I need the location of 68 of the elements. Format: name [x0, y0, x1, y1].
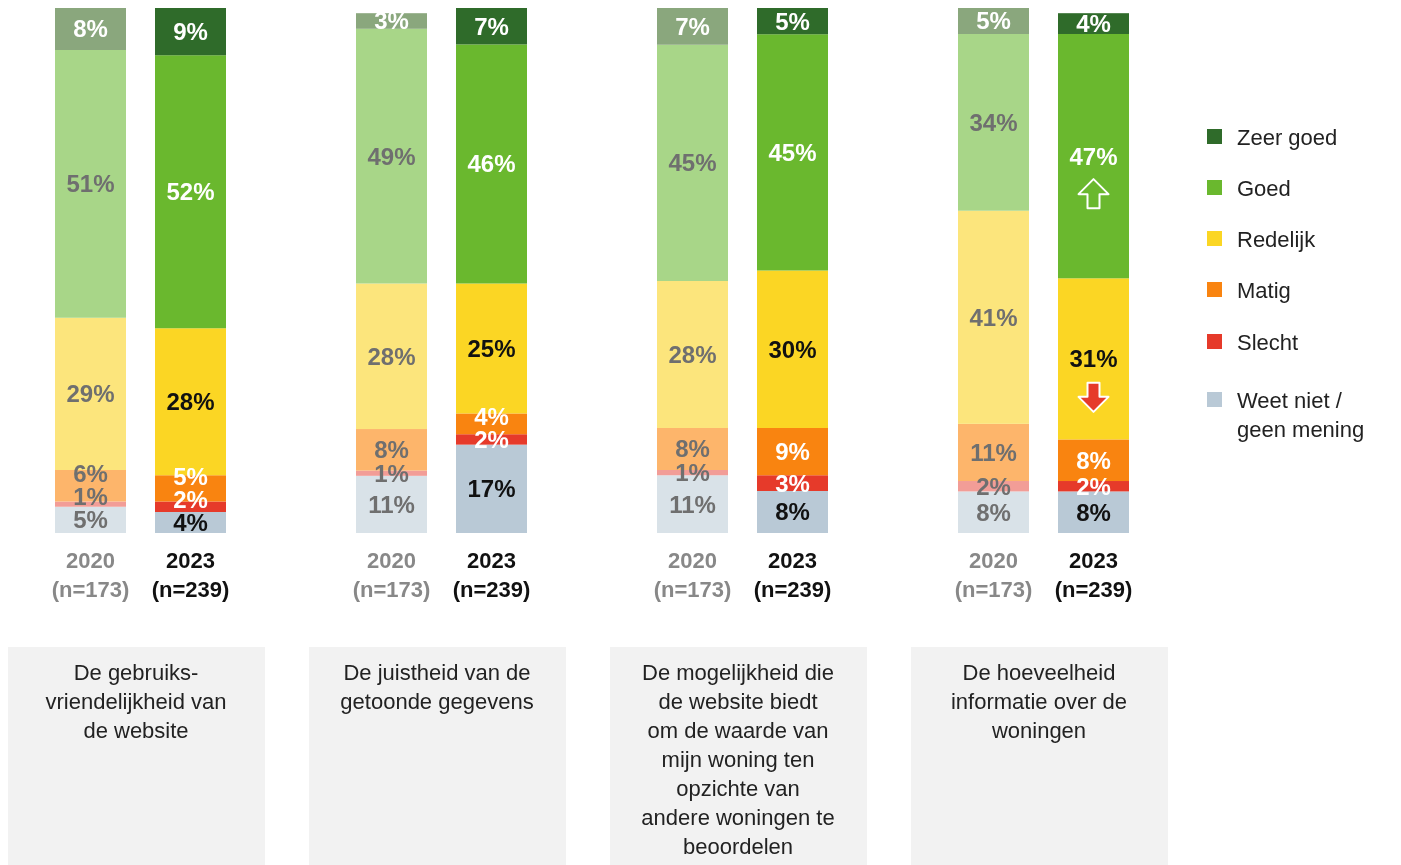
data-label: 11%	[970, 438, 1017, 466]
data-label: 30%	[768, 335, 817, 363]
x-tick-label: 2020 (n=173)	[653, 548, 732, 602]
data-label: 51%	[66, 170, 115, 198]
data-label: 9%	[173, 18, 208, 46]
data-label: 8%	[374, 436, 409, 464]
data-label: 8%	[675, 435, 710, 463]
legend-label: Matig	[1237, 277, 1291, 303]
data-label: 3%	[374, 7, 409, 35]
data-label: 49%	[367, 142, 416, 170]
data-label: 28%	[367, 342, 416, 370]
bar	[958, 210, 1029, 424]
x-tick-label: 2023 (n=239)	[151, 548, 230, 602]
data-label: 3%	[775, 469, 810, 497]
bar	[356, 28, 427, 284]
data-label: 7%	[675, 12, 710, 40]
bar	[958, 33, 1029, 211]
bar	[1058, 33, 1129, 279]
x-tick-label: 2023 (n=239)	[452, 548, 531, 602]
legend-label: Zeer goed	[1237, 124, 1338, 150]
legend-label: Weet niet / geen mening	[1237, 387, 1365, 442]
x-tick-label: 2020 (n=173)	[352, 548, 431, 602]
data-label: 17%	[467, 475, 516, 503]
x-axis-title: De mogelijkheid die de website biedt om de waarde van mijn woning ten opzichte van andere woningen te beoordelen	[641, 660, 835, 859]
x-tick-label: 2020 (n=173)	[51, 548, 130, 602]
legend-label: Redelijk	[1237, 226, 1317, 252]
legend-label: Slecht	[1237, 329, 1299, 355]
bar	[356, 283, 427, 430]
data-label: 29%	[66, 380, 115, 408]
data-label: 9%	[775, 438, 810, 466]
bar	[1058, 278, 1129, 440]
data-label: 8%	[1076, 498, 1111, 526]
data-label: 46%	[467, 150, 516, 178]
data-label: 34%	[969, 108, 1018, 136]
data-label: 4%	[474, 402, 509, 430]
bar	[757, 34, 828, 271]
x-tick-label: 2023 (n=239)	[753, 548, 832, 602]
data-label: 7%	[474, 12, 509, 40]
data-label: 31%	[1069, 345, 1118, 373]
data-label: 8%	[976, 498, 1011, 526]
bar	[657, 44, 728, 281]
data-label: 5%	[976, 7, 1011, 35]
bar	[155, 55, 226, 329]
x-axis-title: De hoeveelheid informatie over de woningen	[950, 660, 1128, 743]
x-axis-title: De juistheid van de getoonde gegevens	[340, 660, 534, 714]
bar	[55, 50, 126, 318]
data-label: 8%	[73, 15, 108, 43]
bar	[456, 44, 527, 284]
legend-label: Goed	[1237, 175, 1291, 201]
data-label: 45%	[668, 149, 717, 177]
data-label: 11%	[368, 490, 415, 518]
bar	[657, 281, 728, 428]
data-label: 45%	[768, 138, 817, 166]
data-label: 28%	[166, 388, 215, 416]
x-tick-label: 2020 (n=173)	[954, 548, 1033, 602]
data-label: 47%	[1069, 142, 1118, 170]
x-axis-title: De gebruiks- vriendelijkheid van de website	[45, 660, 227, 743]
x-tick-label: 2023 (n=239)	[1054, 548, 1133, 602]
data-label: 8%	[775, 498, 810, 526]
data-label: 28%	[668, 340, 717, 368]
data-label: 52%	[166, 178, 215, 206]
data-label: 4%	[1076, 9, 1111, 37]
data-label: 5%	[775, 7, 810, 35]
bar	[757, 270, 828, 428]
data-label: 8%	[1076, 446, 1111, 474]
data-label: 41%	[969, 303, 1018, 331]
data-label: 11%	[669, 490, 716, 518]
data-label: 25%	[467, 334, 516, 362]
